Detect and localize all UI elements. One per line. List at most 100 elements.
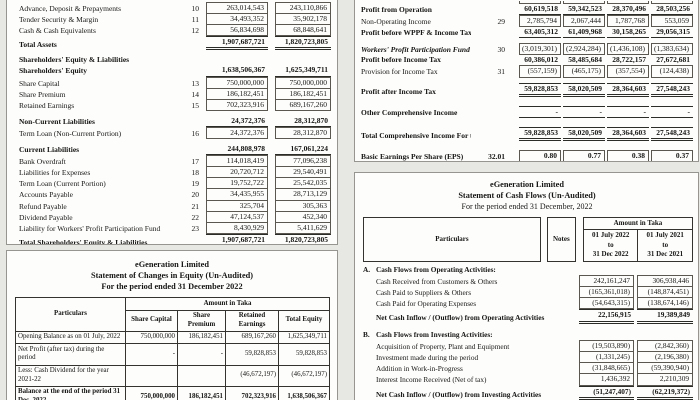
row-label: Cash Flows from Operating Activities:: [376, 264, 496, 274]
section-letter: B.: [363, 329, 370, 339]
amount-previous-period: 452,340: [275, 211, 331, 223]
equity-col-total-equity: Total Equity: [278, 309, 330, 332]
equity-row: Balance at the end of the period 31 Dec,…: [15, 385, 330, 400]
row-label: Other Comprehensive Income: [361, 107, 458, 117]
row-label: Share Premium: [19, 89, 66, 99]
row-label: Cash Received from Customers & Others: [376, 276, 498, 286]
amount-current-period: 34,493,352: [206, 14, 268, 26]
amount-current-period: 750,000,000: [206, 76, 268, 89]
amount-col-4: 553,059: [651, 15, 693, 28]
amount-col-1: 60,619,518: [519, 4, 561, 16]
income-statement-row: Other Comprehensive Income - - - -: [361, 105, 693, 118]
note-number: 12: [191, 26, 200, 36]
income-statement-row: Provision for Income Tax 31 (557,159) (4…: [361, 65, 693, 78]
amount-col-3: 28,364,603: [607, 126, 649, 141]
row-label: Non-Operating Income: [361, 17, 431, 27]
amount-previous-period: (148,874,451): [637, 286, 693, 299]
income-statement-rows: Profit from Operation 60,619,518 59,342,…: [361, 4, 693, 161]
note-number: 18: [191, 168, 200, 178]
balance-sheet-row: Cash & Cash Equivalents 12 56,834,698 68…: [19, 25, 331, 37]
amount-current-period: 19,752,722: [206, 178, 268, 190]
row-label: Cash Flows from Investing Activities:: [376, 329, 493, 339]
balance-sheet-row: Non-Current Liabilities 24,372,376 28,31…: [19, 116, 331, 127]
amount-previous-period: 28,713,129: [275, 189, 331, 201]
equity-share-capital-value: [125, 364, 178, 387]
amount-col-2: 58,020,509: [563, 126, 605, 141]
amount-col-1: 63,405,312: [519, 27, 561, 39]
row-label: Cash & Cash Equivalents: [19, 26, 96, 36]
amount-col-4: 0.37: [651, 149, 693, 161]
row-label: Dividend Payable: [19, 212, 73, 222]
amount-col-1: 2,785,794: [519, 15, 561, 28]
amount-previous-period: (138,674,146): [637, 298, 693, 310]
amount-col-2: -: [563, 105, 605, 118]
amount-current-period: 325,704: [206, 200, 268, 212]
amount-current-period: 34,435,955: [206, 189, 268, 201]
amount-col-1: 59,828,853: [519, 82, 561, 97]
equity-row: Net Profit (after tax) during the period…: [15, 343, 330, 366]
row-label: Profit after Income Tax: [361, 86, 436, 96]
note-number: 23: [191, 223, 200, 233]
row-label: Non-Current Liabilities: [19, 116, 95, 126]
amount-current-period: 56,834,698: [206, 25, 268, 37]
amount-col-1: 59,828,853: [519, 126, 561, 141]
header-particulars: Particulars: [363, 217, 541, 262]
amount-col-3: (357,554): [607, 65, 649, 78]
amount-col-2: 2,067,444: [563, 15, 605, 28]
equity-row-label: Opening Balance as on 01 July, 2022: [15, 330, 126, 345]
equity-share-premium-value: 186,182,451: [177, 330, 226, 345]
amount-current-period: 8,430,929: [206, 222, 268, 234]
balance-sheet-row: Shareholders' Equity 1,638,506,367 1,625…: [19, 65, 331, 77]
amount-previous-period: 35,902,178: [275, 14, 331, 26]
amount-previous-period: 68,848,641: [275, 25, 331, 37]
amount-current-period: 22,156,915: [579, 309, 634, 324]
equity-share-capital-value: -: [125, 343, 178, 366]
statement-title: Statement of Changes in Equity (Un-Audit…: [90, 271, 254, 280]
equity-row-label: Less: Cash Dividend for the year 2021-22: [15, 364, 126, 387]
amount-col-4: 28,503,256: [651, 4, 693, 16]
amount-current-period: 47,124,537: [206, 211, 268, 223]
row-label: Share Capital: [19, 78, 60, 88]
note-number: 19: [191, 179, 200, 189]
note-number: 31: [497, 67, 506, 77]
row-label: Acquisition of Property, Plant and Equip…: [376, 341, 510, 351]
amount-col-3: 28,722,157: [612, 55, 646, 65]
period-column-current: 01 July 2022 to 31 Dec 2022: [582, 230, 639, 262]
amount-col-4: (1,383,634): [651, 43, 693, 56]
cash-flow-row: Cash Paid to Suppliers & Others (165,361…: [363, 286, 693, 299]
cash-flow-statement-page: eGeneration Limited Statement of Cash Fl…: [354, 172, 699, 400]
amount-previous-period: 1,820,723,805: [275, 233, 331, 244]
note-number: 22: [191, 212, 200, 222]
balance-sheet-row: Dividend Payable 22 47,124,537 452,340: [19, 211, 331, 223]
income-statement-row: Basic Earnings Per Share (EPS) 32.01 0.8…: [361, 149, 693, 161]
amount-previous-period: 2,210,309: [637, 374, 693, 386]
row-label: Shareholders' Equity & Liabilities: [19, 55, 130, 65]
amount-col-1: (3,019,301): [519, 43, 561, 56]
balance-sheet-row: Liability for Workers' Profit Participat…: [19, 222, 331, 234]
equity-share-capital-value: 750,000,000: [125, 330, 178, 345]
cutoff-box-edges: [361, 1, 693, 4]
amount-col-4: 27,548,243: [651, 126, 693, 141]
row-label: Net Cash Inflow / (Outflow) from Operati…: [376, 313, 545, 323]
balance-sheet-page: Advance, Deposit & Prepayments 10 263,01…: [6, 0, 338, 245]
header-notes: Notes: [546, 217, 576, 262]
row-label: Cash Paid to Suppliers & Others: [376, 287, 472, 297]
balance-sheet-row: Accounts Payable 20 34,435,955 28,713,12…: [19, 189, 331, 201]
amount-previous-period: 19,389,849: [637, 309, 693, 324]
note-number: 15: [191, 100, 200, 110]
amount-col-2: 58,485,684: [568, 55, 602, 65]
amount-current-period: 242,161,247: [579, 274, 634, 287]
amount-current-period: (19,503,890): [579, 339, 634, 352]
row-label: Total Assets: [19, 40, 57, 50]
amount-previous-period: 77,096,238: [275, 155, 331, 168]
amount-current-period: 1,907,687,721: [206, 36, 268, 51]
amount-col-3: 1,787,768: [607, 15, 649, 28]
cash-flow-table-header: Particulars Notes Amount in Taka 01 July…: [363, 217, 693, 262]
balance-sheet-row: Term Loan (Current Portion) 19 19,752,72…: [19, 178, 331, 190]
amount-col-4: (124,438): [651, 65, 693, 78]
equity-share-premium-value: 186,182,451: [177, 385, 226, 400]
row-label: Current Liabilities: [19, 145, 80, 155]
amount-previous-period: 689,167,260: [275, 99, 331, 111]
amount-current-period: (1,331,245): [579, 351, 634, 364]
equity-statement-page: eGeneration Limited Statement of Changes…: [6, 250, 338, 400]
